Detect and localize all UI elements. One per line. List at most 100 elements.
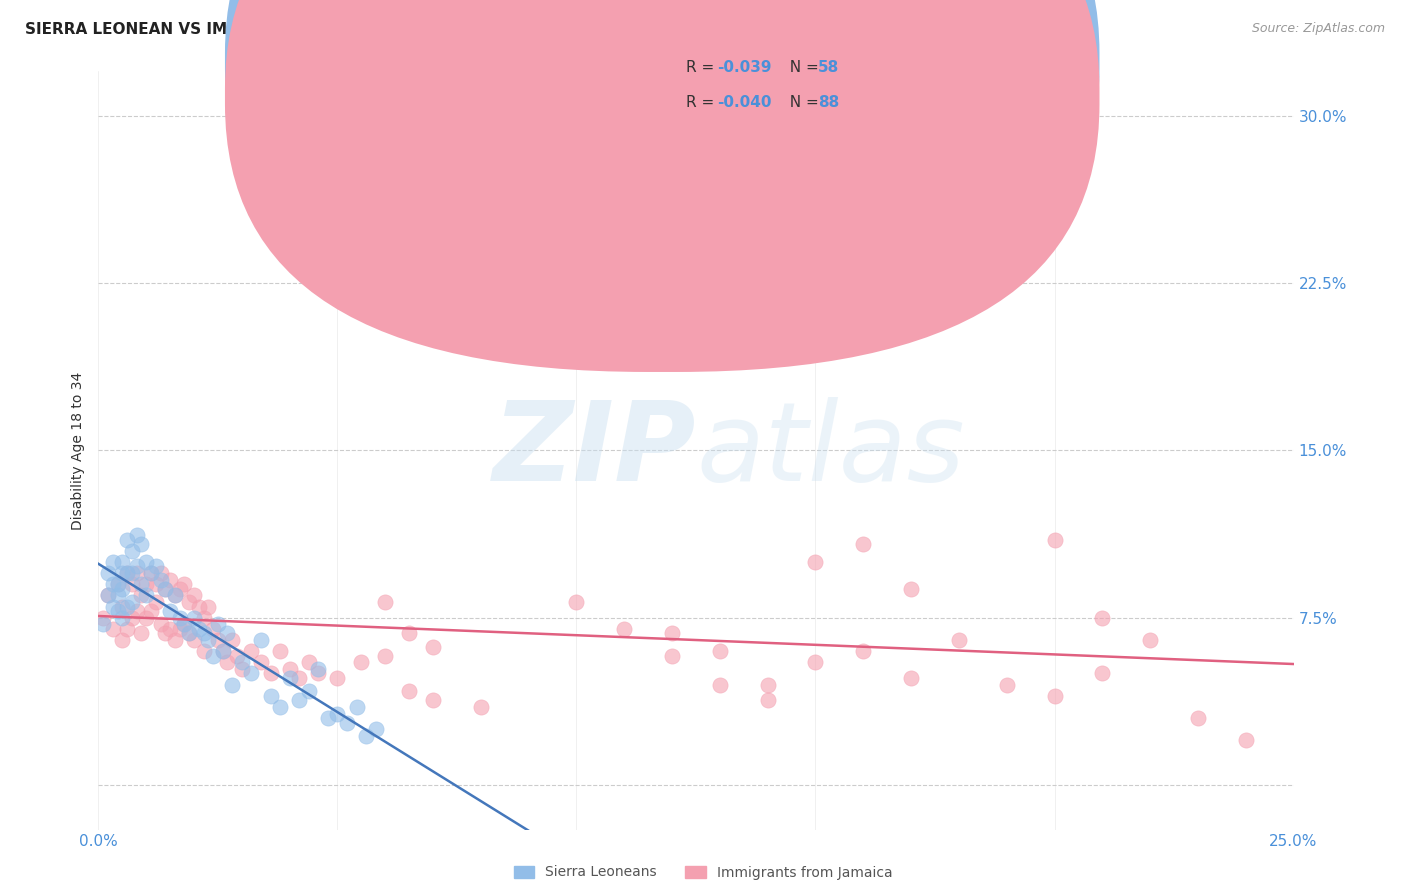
Point bbox=[1234, 733, 1257, 747]
Point bbox=[211, 644, 233, 658]
Point bbox=[149, 573, 172, 587]
Point bbox=[1139, 633, 1161, 648]
Point bbox=[179, 626, 201, 640]
Point bbox=[565, 595, 588, 609]
Point bbox=[135, 589, 157, 603]
Point bbox=[197, 599, 219, 614]
Point bbox=[101, 577, 124, 591]
Point bbox=[121, 595, 143, 609]
Point bbox=[298, 684, 321, 698]
Point bbox=[202, 648, 225, 663]
Point bbox=[163, 633, 186, 648]
Point bbox=[139, 566, 162, 581]
Point bbox=[326, 671, 349, 685]
Point bbox=[155, 626, 177, 640]
Point bbox=[111, 566, 134, 581]
Point bbox=[125, 528, 148, 542]
Point bbox=[756, 678, 779, 692]
Point bbox=[1043, 533, 1066, 547]
Point bbox=[111, 599, 134, 614]
Point bbox=[131, 589, 153, 603]
Point bbox=[173, 617, 195, 632]
Point bbox=[107, 604, 129, 618]
Point bbox=[709, 678, 731, 692]
Point bbox=[131, 577, 153, 591]
Text: 88: 88 bbox=[818, 95, 839, 111]
Point bbox=[159, 622, 181, 636]
Point bbox=[97, 589, 120, 603]
Point bbox=[661, 626, 683, 640]
Point bbox=[422, 693, 444, 707]
Point bbox=[422, 640, 444, 654]
Point bbox=[346, 699, 368, 714]
Text: 58: 58 bbox=[818, 60, 839, 75]
Point bbox=[661, 648, 683, 663]
Point bbox=[121, 544, 143, 558]
Point bbox=[101, 555, 124, 569]
Point bbox=[217, 655, 239, 669]
Point bbox=[139, 566, 162, 581]
Point bbox=[316, 711, 339, 725]
Point bbox=[326, 706, 349, 721]
Point bbox=[121, 611, 143, 625]
Point bbox=[1091, 611, 1114, 625]
Point bbox=[101, 622, 124, 636]
Point bbox=[107, 577, 129, 591]
Text: R =: R = bbox=[686, 60, 720, 75]
Point bbox=[173, 577, 195, 591]
Point bbox=[115, 622, 138, 636]
Point bbox=[207, 617, 229, 632]
Point bbox=[374, 648, 396, 663]
Point bbox=[336, 715, 359, 730]
Text: SIERRA LEONEAN VS IMMIGRANTS FROM JAMAICA DISABILITY AGE 18 TO 34 CORRELATION CH: SIERRA LEONEAN VS IMMIGRANTS FROM JAMAIC… bbox=[25, 22, 862, 37]
Point bbox=[398, 626, 420, 640]
Point bbox=[125, 566, 148, 581]
Point bbox=[613, 622, 636, 636]
Point bbox=[115, 566, 138, 581]
Point bbox=[101, 599, 124, 614]
Point bbox=[221, 678, 243, 692]
Point bbox=[202, 622, 225, 636]
Text: N =: N = bbox=[780, 95, 824, 111]
Point bbox=[159, 573, 181, 587]
Point bbox=[125, 604, 148, 618]
Point bbox=[163, 589, 186, 603]
Point bbox=[121, 577, 143, 591]
Point bbox=[398, 684, 420, 698]
Point bbox=[115, 533, 138, 547]
Point bbox=[155, 582, 177, 596]
Point bbox=[183, 611, 205, 625]
Point bbox=[107, 577, 129, 591]
Point bbox=[169, 611, 191, 625]
Text: N =: N = bbox=[780, 60, 824, 75]
Point bbox=[169, 622, 191, 636]
Point bbox=[187, 622, 209, 636]
Point bbox=[131, 626, 153, 640]
Point bbox=[517, 232, 540, 246]
Text: ZIP: ZIP bbox=[492, 397, 696, 504]
Point bbox=[852, 644, 875, 658]
Point bbox=[145, 559, 167, 574]
Point bbox=[111, 555, 134, 569]
Point bbox=[115, 599, 138, 614]
Point bbox=[1091, 666, 1114, 681]
Legend: Sierra Leoneans, Immigrants from Jamaica: Sierra Leoneans, Immigrants from Jamaica bbox=[508, 860, 898, 885]
Point bbox=[135, 555, 157, 569]
Point bbox=[97, 566, 120, 581]
Point bbox=[91, 611, 114, 625]
Point bbox=[115, 566, 138, 581]
Text: -0.040: -0.040 bbox=[717, 95, 772, 111]
Point bbox=[149, 617, 172, 632]
Point bbox=[193, 626, 215, 640]
Point bbox=[131, 537, 153, 551]
Point bbox=[159, 604, 181, 618]
Point bbox=[804, 555, 827, 569]
Text: -0.039: -0.039 bbox=[717, 60, 772, 75]
Point bbox=[288, 693, 311, 707]
Point bbox=[1187, 711, 1209, 725]
Point bbox=[269, 644, 291, 658]
Point bbox=[278, 671, 301, 685]
Point bbox=[183, 589, 205, 603]
Point bbox=[231, 655, 253, 669]
Point bbox=[197, 633, 219, 648]
